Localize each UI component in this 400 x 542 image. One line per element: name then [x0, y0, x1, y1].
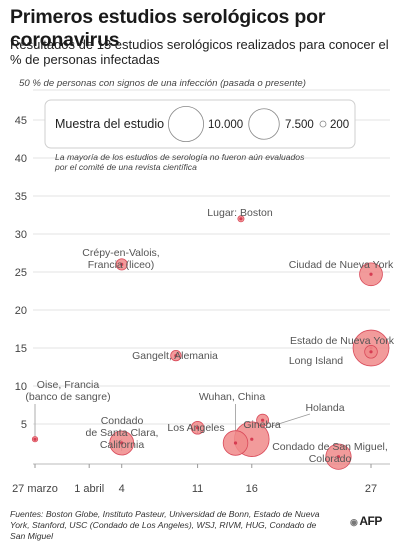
y-tick-label: 35	[15, 191, 27, 203]
point-label-lugar-boston: Lugar: Boston	[207, 207, 273, 219]
y-tick-label: 25	[15, 267, 27, 279]
x-tick-label: 27	[365, 483, 377, 495]
bubble-center-ginebra	[261, 418, 265, 422]
chart-note-line2: por el comité de una revista científica	[54, 162, 197, 172]
bubble-center-condado-de-santa-clara-california	[120, 441, 124, 445]
bubble-center-wuhan-china	[233, 441, 238, 445]
legend-bubble	[248, 108, 280, 140]
point-label-gangelt-alemania: Gangelt, Alemania	[132, 350, 218, 362]
bubble-center-ciudad-de-nueva-york	[369, 272, 373, 276]
point-label-los-angeles: Los Angeles	[167, 422, 224, 434]
afp-logo: ◉ AFP	[350, 514, 382, 528]
legend-title: Muestra del estudio	[55, 117, 164, 131]
leader-line	[261, 413, 311, 430]
source-text: Fuentes: Boston Globe, Instituto Pasteur…	[10, 509, 320, 541]
chart-subtitle: Resultados de 13 estudios serológicos re…	[10, 37, 389, 67]
x-tick-label: 4	[119, 483, 125, 495]
x-tick-label: 27 marzo	[12, 483, 58, 495]
bubble-chart: 5 10 15 20 25 30 35 40 45 50 % de personas con si…	[12, 78, 395, 495]
y-tick-label: 40	[15, 153, 27, 165]
bubble-center-condado-de-san-miguel-colorado	[336, 455, 341, 459]
legend-bubble	[319, 120, 327, 128]
bubble-center-oise-francia-banco-de-sangre	[33, 437, 37, 441]
bubble-center-lugar-boston	[239, 217, 243, 221]
point-label-oise-francia-banco-de-sangre: Oise, Francia (banco de sangre)	[25, 379, 110, 403]
bubble-center-holanda	[250, 437, 254, 441]
chart-note: La mayoría de los estudios de serología …	[55, 152, 305, 162]
point-label-crepy-en-valois-francia-liceo: Crépy-en-Valois, Francia (liceo)	[82, 247, 159, 271]
point-label-long-island: Long Island	[289, 355, 343, 367]
legend-item-label: 200	[330, 119, 349, 131]
y-tick-label: 5	[21, 419, 27, 431]
bubble-center-long-island	[369, 350, 373, 354]
point-label-ginebra: Ginebra	[243, 419, 281, 431]
y-axis-top-label: 50 % de personas con signos de una infec…	[19, 78, 306, 89]
bubble-center-los-angeles	[195, 426, 200, 430]
y-tick-label: 30	[15, 229, 27, 241]
x-tick-label: 1 abril	[74, 483, 104, 495]
y-tick-label: 45	[15, 115, 27, 127]
y-tick-label: 10	[15, 381, 27, 393]
point-label-estado-de-nueva-york: Estado de Nueva York	[290, 335, 395, 347]
y-tick-label: 20	[15, 305, 27, 317]
bubble-center-crepy-en-valois-francia-liceo	[120, 262, 124, 266]
point-label-holanda: Holanda	[305, 402, 344, 414]
legend-bubble	[168, 106, 204, 142]
point-label-wuhan-china: Wuhan, China	[199, 391, 266, 403]
camera-icon: ◉	[350, 517, 358, 527]
point-label-ciudad-de-nueva-york: Ciudad de Nueva York	[289, 259, 394, 271]
bubble-center-gangelt-alemania	[174, 354, 178, 358]
chart-title: Primeros estudios serológicos por corona…	[10, 6, 326, 51]
x-tick-label: 16	[246, 483, 258, 495]
point-label-condado-de-san-miguel-colorado: Condado de San Miguel, Colorado	[272, 441, 388, 465]
legend: Muestra del estudio 10.000 7.500 200	[44, 99, 356, 149]
point-label-condado-de-santa-clara-california: Condado de Santa Clara, California	[86, 415, 159, 451]
legend-item-label: 10.000	[208, 119, 243, 131]
afp-logo-text: AFP	[359, 514, 382, 528]
legend-item-label: 7.500	[285, 119, 314, 131]
x-tick-label: 11	[192, 483, 203, 495]
y-tick-label: 15	[15, 343, 27, 355]
